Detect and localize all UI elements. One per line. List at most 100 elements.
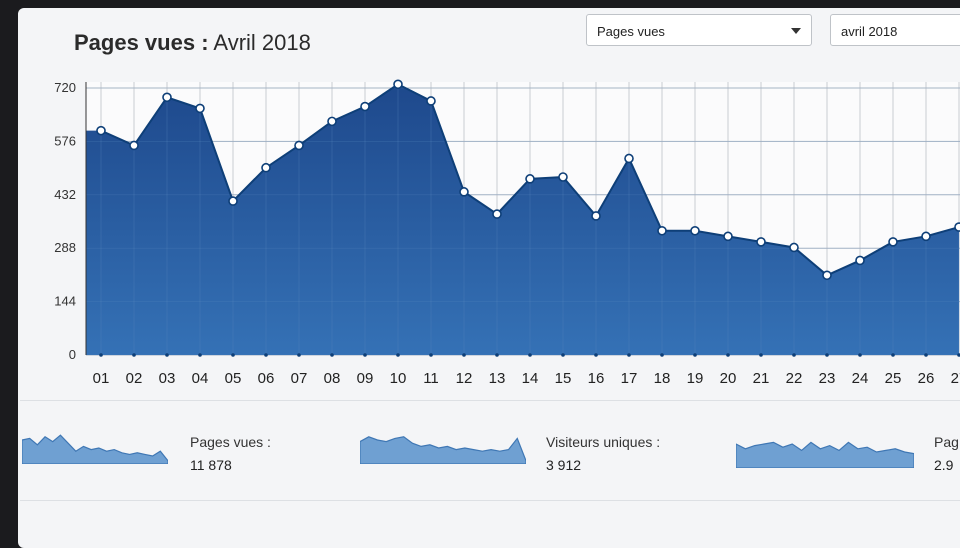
chevron-down-icon[interactable] [791,28,801,34]
stat-label-pageviews: Pages vues : [190,434,271,450]
stat-label-unique-visitors: Visiteurs uniques : [546,434,661,450]
x-tick-label: 26 [918,370,935,387]
x-tick-label: 23 [819,370,836,387]
x-tick-label: 06 [258,370,275,387]
pageviews-area-chart: 0 144 288 432 576 720 01 02 03 04 05 06 07 08 09 10 11 12… [54,79,960,387]
page-title-metric: Pages vues : [74,30,209,55]
baseline-marker [528,353,532,357]
data-point [129,140,139,151]
data-point [789,242,799,253]
x-tick-label: 27 [951,370,960,387]
x-tick-label: 12 [456,370,473,387]
x-tick-label: 22 [786,370,803,387]
x-tick-label: 17 [621,370,638,387]
metric-select[interactable]: Pages vues [586,14,812,46]
y-tick-label: 432 [54,187,76,202]
baseline-marker [924,353,928,357]
data-point [162,92,172,103]
baseline-marker [132,353,136,357]
baseline-marker [792,353,796,357]
data-point [822,270,832,281]
month-select[interactable]: avril 2018 [830,14,960,46]
page-title: Pages vues : Avril 2018 [74,30,311,56]
data-point [492,209,502,219]
data-point [294,140,304,151]
x-tick-label: 24 [852,370,869,387]
baseline-marker [561,353,565,357]
stat-value-third: 2.9 [934,457,954,473]
data-point [591,211,601,221]
data-point [624,153,634,164]
sparkline-area [736,441,914,468]
baseline-marker [495,353,499,357]
x-tick-label: 09 [357,370,374,387]
baseline-marker [594,353,598,357]
stat-label-third: Pag [934,434,959,450]
x-tick-label: 10 [390,370,407,387]
data-point [690,225,700,236]
baseline-marker [363,353,367,357]
baseline-marker [957,353,960,357]
x-tick-label: 14 [522,370,539,387]
data-point [921,231,931,242]
sparkline-unique-visitors[interactable] [360,428,526,464]
data-point [228,196,238,206]
baseline-marker [297,353,301,357]
data-point [426,96,436,106]
data-point [195,103,205,114]
y-tick-label: 0 [69,347,76,362]
x-tick-label: 15 [555,370,572,387]
data-point [261,162,271,173]
baseline-marker [891,353,895,357]
data-point [756,237,766,247]
sparkline-area [360,436,526,464]
y-tick-label: 288 [54,240,76,255]
x-tick-label: 16 [588,370,605,387]
stat-value-pageviews: 11 878 [190,457,232,473]
data-point [657,225,667,236]
data-point [327,116,337,127]
series-area [86,84,959,356]
baseline-marker [165,353,169,357]
sparkline-pageviews[interactable] [22,428,168,464]
month-select-value: avril 2018 [841,24,898,39]
baseline-marker [429,353,433,357]
baseline-marker [858,353,862,357]
baseline-marker [231,353,235,357]
data-point [525,174,535,184]
x-tick-label: 18 [654,370,671,387]
x-tick-label: 08 [324,370,341,387]
stat-value-unique-visitors: 3 912 [546,457,582,473]
x-tick-label: 20 [720,370,737,387]
baseline-marker [396,353,400,357]
y-tick-label: 144 [54,294,76,309]
x-tick-label: 01 [93,370,110,387]
y-tick-label: 720 [54,80,76,95]
data-point [723,231,733,242]
divider [20,500,960,501]
metric-select-value: Pages vues [597,24,665,39]
data-point [96,125,106,136]
x-tick-label: 07 [291,370,308,387]
baseline-marker [759,353,763,357]
divider [20,400,960,401]
baseline-marker [264,353,268,357]
data-point [393,79,403,90]
x-tick-label: 04 [192,370,209,387]
data-point [954,222,960,232]
baseline-marker [462,353,466,357]
baseline-marker [825,353,829,357]
y-tick-label: 576 [54,133,76,148]
x-tick-label: 21 [753,370,770,387]
x-tick-label: 02 [126,370,143,387]
baseline-marker [330,353,334,357]
baseline-marker [660,353,664,357]
data-point [855,255,865,266]
x-tick-label: 19 [687,370,704,387]
sparkline-pages-per-visit[interactable] [736,432,914,468]
page-title-period: Avril 2018 [213,30,311,55]
data-point [360,101,370,112]
x-tick-label: 03 [159,370,176,387]
baseline-marker [627,353,631,357]
x-tick-label: 13 [489,370,506,387]
